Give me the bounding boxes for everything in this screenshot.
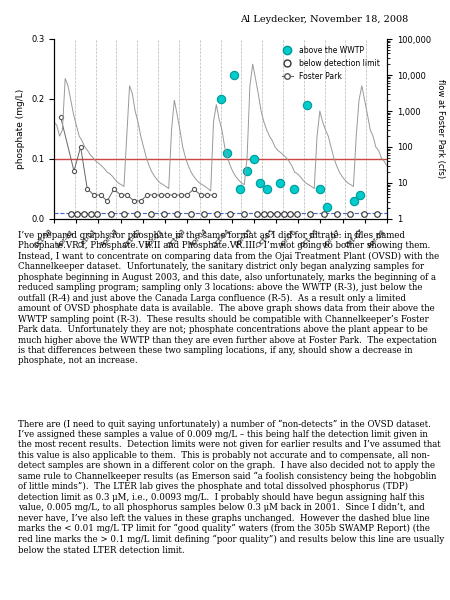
Text: There are (I need to quit saying unfortunately) a number of “non-detects” in the: There are (I need to quit saying unfortu…: [18, 419, 444, 554]
Legend: above the WWTP, below detection limit, Foster Park: above the WWTP, below detection limit, F…: [279, 43, 383, 83]
Text: Al Leydecker, November 18, 2008: Al Leydecker, November 18, 2008: [240, 15, 408, 24]
Y-axis label: flow at Foster Park (cfs): flow at Foster Park (cfs): [436, 79, 445, 179]
Y-axis label: phosphate (mg/L): phosphate (mg/L): [17, 89, 26, 169]
Text: I’ve prepared graphs for phosphate in the same format as I did for nitrate: in f: I’ve prepared graphs for phosphate in th…: [18, 231, 439, 365]
